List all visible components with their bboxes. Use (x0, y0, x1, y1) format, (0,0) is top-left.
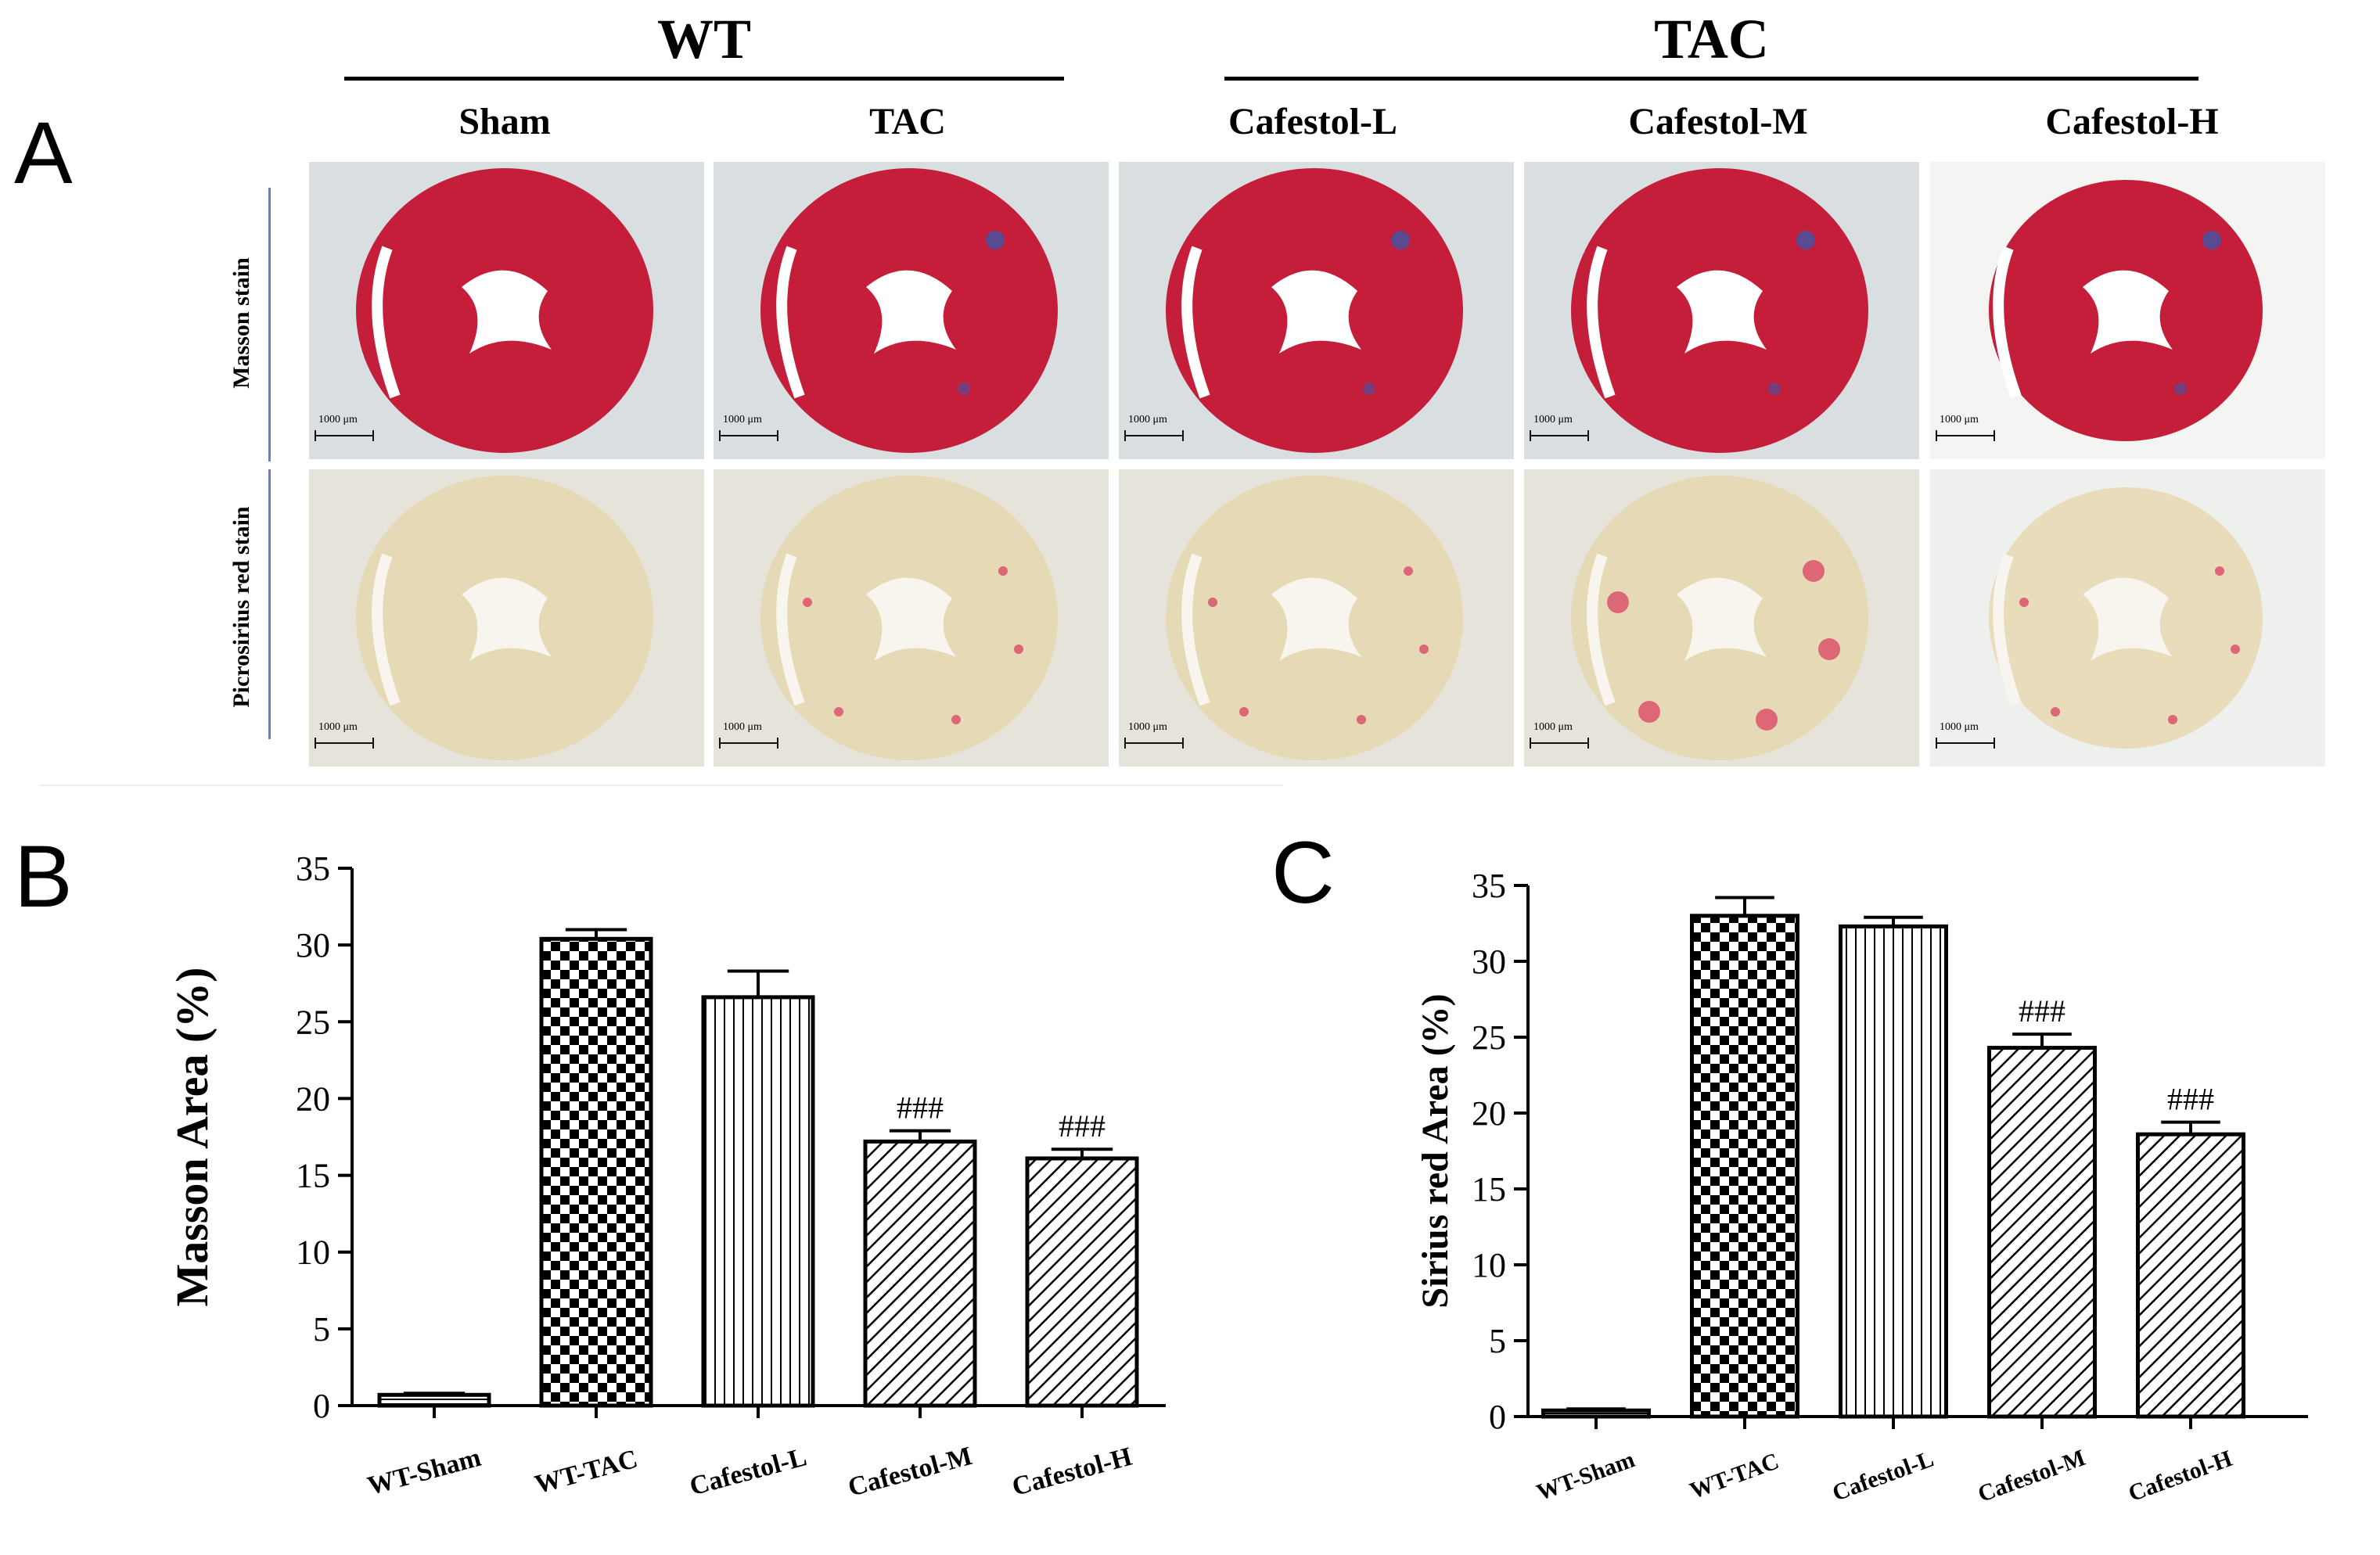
x-tick-label: Cafestol-H (2125, 1445, 2235, 1507)
masson-image-tac: 1000 μm (714, 162, 1109, 459)
y-tick-label: 25 (296, 1003, 330, 1041)
bar-cafestol-l (701, 995, 815, 1408)
group-line-tac (1224, 77, 2198, 81)
y-axis-label: Masson Area (%) (167, 968, 218, 1307)
group-line-wt (344, 77, 1064, 81)
y-tick-label: 30 (296, 926, 330, 964)
column-label-sham: Sham (458, 101, 551, 142)
scale-bar-label: 1000 μm (723, 414, 762, 426)
chart-sirius-red-area: 0 5 10 15 20 25 30 35 Sirius red Area (%) WT-Sham… (1415, 867, 2308, 1507)
significance-label: ### (1059, 1108, 1106, 1144)
y-tick-label: 25 (1472, 1018, 1506, 1057)
y-tick-label: 10 (296, 1234, 330, 1272)
group-label-wt: WT (656, 8, 752, 70)
x-tick-label: WT-TAC (532, 1445, 641, 1499)
column-label-cafestol-l: Cafestol-L (1228, 101, 1397, 142)
x-tick-label: WT-Sham (1533, 1446, 1638, 1506)
sirius-image-tac: 1000 μm (714, 469, 1109, 767)
chart-masson-area: 0 5 10 15 20 25 30 35 Masson Area (%) WT-Sham WT-T… (167, 849, 1166, 1503)
significance-label: ### (2167, 1082, 2214, 1117)
bar-wt-tac (539, 936, 653, 1408)
x-tick-label: Cafestol-M (1975, 1445, 2089, 1507)
scale-bar-label: 1000 μm (1940, 721, 1979, 733)
sirius-image-cafestol-m: 1000 μm (1524, 469, 1919, 767)
bar-wt-tac (1690, 914, 1799, 1419)
y-tick-label: 15 (296, 1157, 330, 1195)
y-tick-label: 5 (1489, 1322, 1506, 1360)
y-tick-label: 35 (296, 849, 330, 888)
masson-image-sham: 1000 μm (309, 162, 704, 459)
y-tick-label: 20 (296, 1079, 330, 1118)
sirius-image-cafestol-h: 1000 μm (1930, 469, 2325, 767)
y-tick-label: 10 (1472, 1246, 1506, 1284)
bar-cafestol-l (1839, 924, 1948, 1419)
y-tick-label: 0 (313, 1387, 330, 1425)
column-label-cafestol-h: Cafestol-H (2045, 101, 2219, 142)
x-tick-label: Cafestol-H (1009, 1442, 1135, 1502)
scale-bar-label: 1000 μm (1940, 414, 1979, 426)
scale-bar-label: 1000 μm (723, 721, 762, 733)
scale-bar-label: 1000 μm (1533, 721, 1573, 733)
sirius-image-cafestol-l: 1000 μm (1119, 469, 1514, 767)
panel-letter-b: B (14, 828, 73, 925)
x-tick-label: Cafestol-M (845, 1442, 975, 1503)
bar-cafestol-m (1987, 1046, 2097, 1419)
scale-bar-label: 1000 μm (1533, 414, 1573, 426)
y-tick-label: 15 (1472, 1170, 1506, 1208)
scale-bar-label: 1000 μm (1128, 414, 1167, 426)
scale-bar-label: 1000 μm (1128, 721, 1167, 733)
bar-wt-sham (1541, 1408, 1651, 1419)
row-label-masson: Masson stain (228, 257, 254, 389)
column-label-cafestol-m: Cafestol-M (1628, 101, 1808, 142)
x-tick-label: Cafestol-L (687, 1442, 810, 1501)
y-tick-label: 20 (1472, 1094, 1506, 1133)
masson-image-cafestol-h: 1000 μm (1930, 162, 2325, 459)
bar-cafestol-h (2136, 1132, 2245, 1419)
y-tick-label: 0 (1489, 1398, 1506, 1436)
scale-bar-label: 1000 μm (318, 721, 358, 733)
x-tick-label: WT-Sham (365, 1443, 484, 1501)
y-tick-label: 35 (1472, 867, 1506, 905)
bar-wt-sham (377, 1392, 491, 1408)
bar-cafestol-h (1025, 1156, 1139, 1408)
masson-image-cafestol-l: 1000 μm (1119, 162, 1514, 459)
y-tick-label: 30 (1472, 943, 1506, 981)
masson-image-cafestol-m: 1000 μm (1524, 162, 1919, 459)
significance-label: ### (2019, 993, 2065, 1029)
y-axis-label: Sirius red Area (%) (1415, 993, 1456, 1308)
row-line-sirius (268, 469, 271, 739)
row-label-sirius: Picrosirius red stain (228, 506, 254, 708)
panel-letter-a: A (14, 104, 73, 202)
group-label-tac: TAC (1654, 8, 1769, 70)
significance-label: ### (897, 1090, 944, 1126)
x-tick-label: Cafestol-L (1829, 1445, 1937, 1506)
sirius-image-sham: 1000 μm (309, 469, 704, 767)
bar-cafestol-m (863, 1139, 977, 1408)
panel-letter-c: C (1271, 824, 1335, 921)
panel-separator (39, 785, 1283, 786)
row-line-masson (268, 188, 271, 461)
x-tick-label: WT-TAC (1686, 1448, 1782, 1503)
scale-bar-label: 1000 μm (318, 414, 358, 426)
column-label-tac: TAC (869, 101, 946, 142)
y-tick-label: 5 (313, 1310, 330, 1349)
